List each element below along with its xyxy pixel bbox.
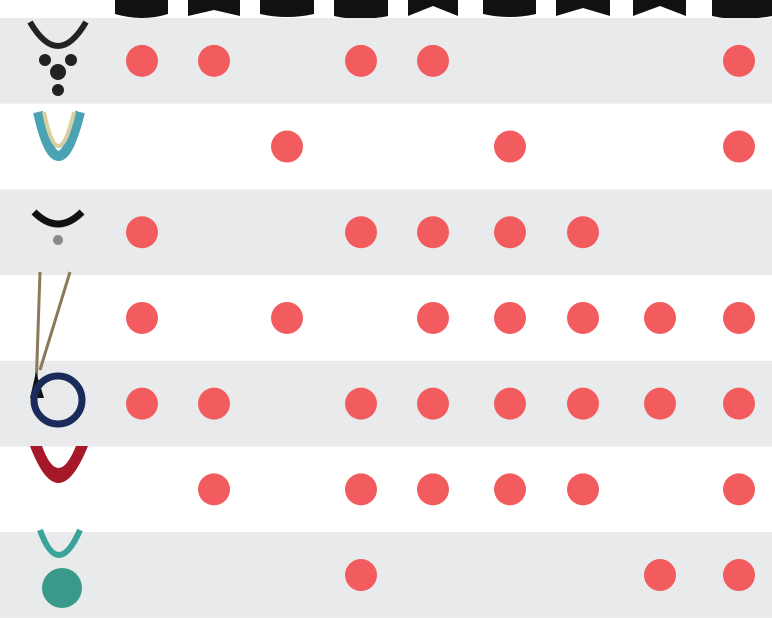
dot bbox=[723, 387, 755, 420]
dot bbox=[494, 301, 526, 334]
dot bbox=[417, 301, 449, 334]
neckline-silhouettes bbox=[115, 0, 772, 19]
dot bbox=[271, 301, 303, 334]
dot bbox=[723, 301, 755, 334]
dot bbox=[723, 473, 755, 506]
rows bbox=[0, 18, 772, 618]
dot bbox=[126, 301, 158, 334]
dot bbox=[417, 44, 449, 77]
dot bbox=[494, 387, 526, 420]
dot bbox=[567, 301, 599, 334]
row-band bbox=[0, 446, 772, 533]
dot bbox=[417, 387, 449, 420]
dot bbox=[494, 473, 526, 506]
dot bbox=[345, 387, 377, 420]
dot bbox=[198, 44, 230, 77]
row-band bbox=[0, 18, 772, 104]
dot bbox=[345, 44, 377, 77]
row-band bbox=[0, 103, 772, 190]
dot bbox=[723, 130, 755, 163]
necklace-images bbox=[27, 20, 89, 608]
dot bbox=[723, 44, 755, 77]
dot bbox=[345, 216, 377, 249]
dot bbox=[723, 559, 755, 592]
dot bbox=[198, 387, 230, 420]
dot bbox=[417, 216, 449, 249]
dot bbox=[644, 387, 676, 420]
dot bbox=[494, 130, 526, 163]
dot bbox=[198, 473, 230, 506]
row-band bbox=[0, 532, 772, 618]
dot bbox=[126, 216, 158, 249]
dot bbox=[126, 44, 158, 77]
dot bbox=[494, 216, 526, 249]
dot bbox=[567, 473, 599, 506]
dot bbox=[567, 216, 599, 249]
dot bbox=[271, 130, 303, 163]
dot bbox=[126, 387, 158, 420]
dot bbox=[644, 559, 676, 592]
dot bbox=[567, 387, 599, 420]
dot bbox=[417, 473, 449, 506]
dot bbox=[345, 559, 377, 592]
dot bbox=[345, 473, 377, 506]
dot bbox=[644, 301, 676, 334]
row-band bbox=[0, 189, 772, 276]
